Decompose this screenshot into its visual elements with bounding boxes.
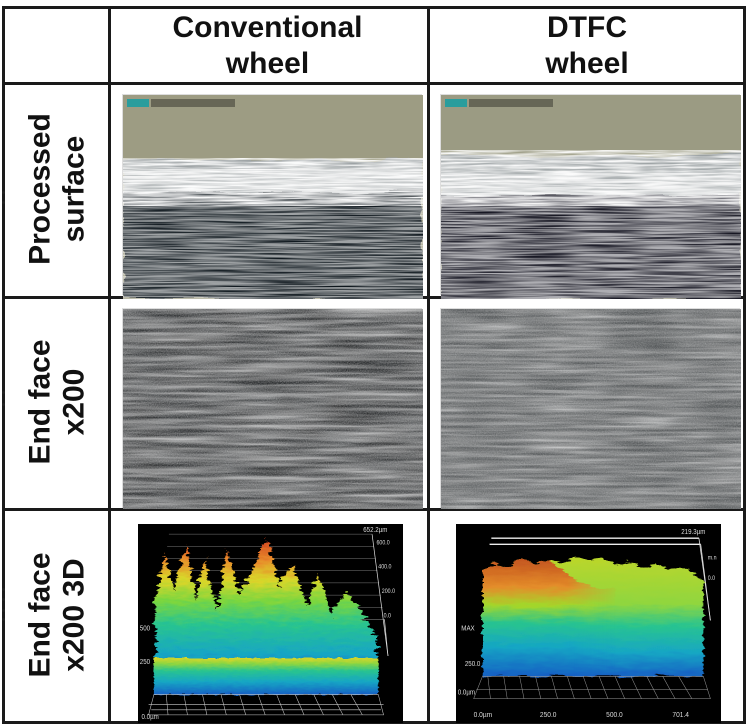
svg-text:250.0: 250.0 [540,711,557,720]
svg-text:652.2µm: 652.2µm [363,527,388,534]
svg-text:0.0µm: 0.0µm [458,689,476,696]
svg-text:500.0: 500.0 [606,711,623,720]
svg-text:0.0µm: 0.0µm [474,711,493,720]
svg-text:0.0µm: 0.0µm [142,714,160,721]
svg-text:200.0: 200.0 [382,589,395,595]
svg-text:250: 250 [140,659,151,666]
svg-text:600.0: 600.0 [377,540,390,546]
svg-text:400.0: 400.0 [378,564,391,570]
svg-text:MAX: MAX [461,625,475,632]
svg-text:0.0: 0.0 [384,613,391,619]
svg-text:250.0: 250.0 [465,661,481,668]
svg-text:500: 500 [140,625,151,632]
svg-text:701.4: 701.4 [672,711,689,720]
svg-text:219.3µm: 219.3µm [681,529,706,536]
svg-text:0.0: 0.0 [708,576,715,582]
svg-text:m.n: m.n [708,555,717,561]
